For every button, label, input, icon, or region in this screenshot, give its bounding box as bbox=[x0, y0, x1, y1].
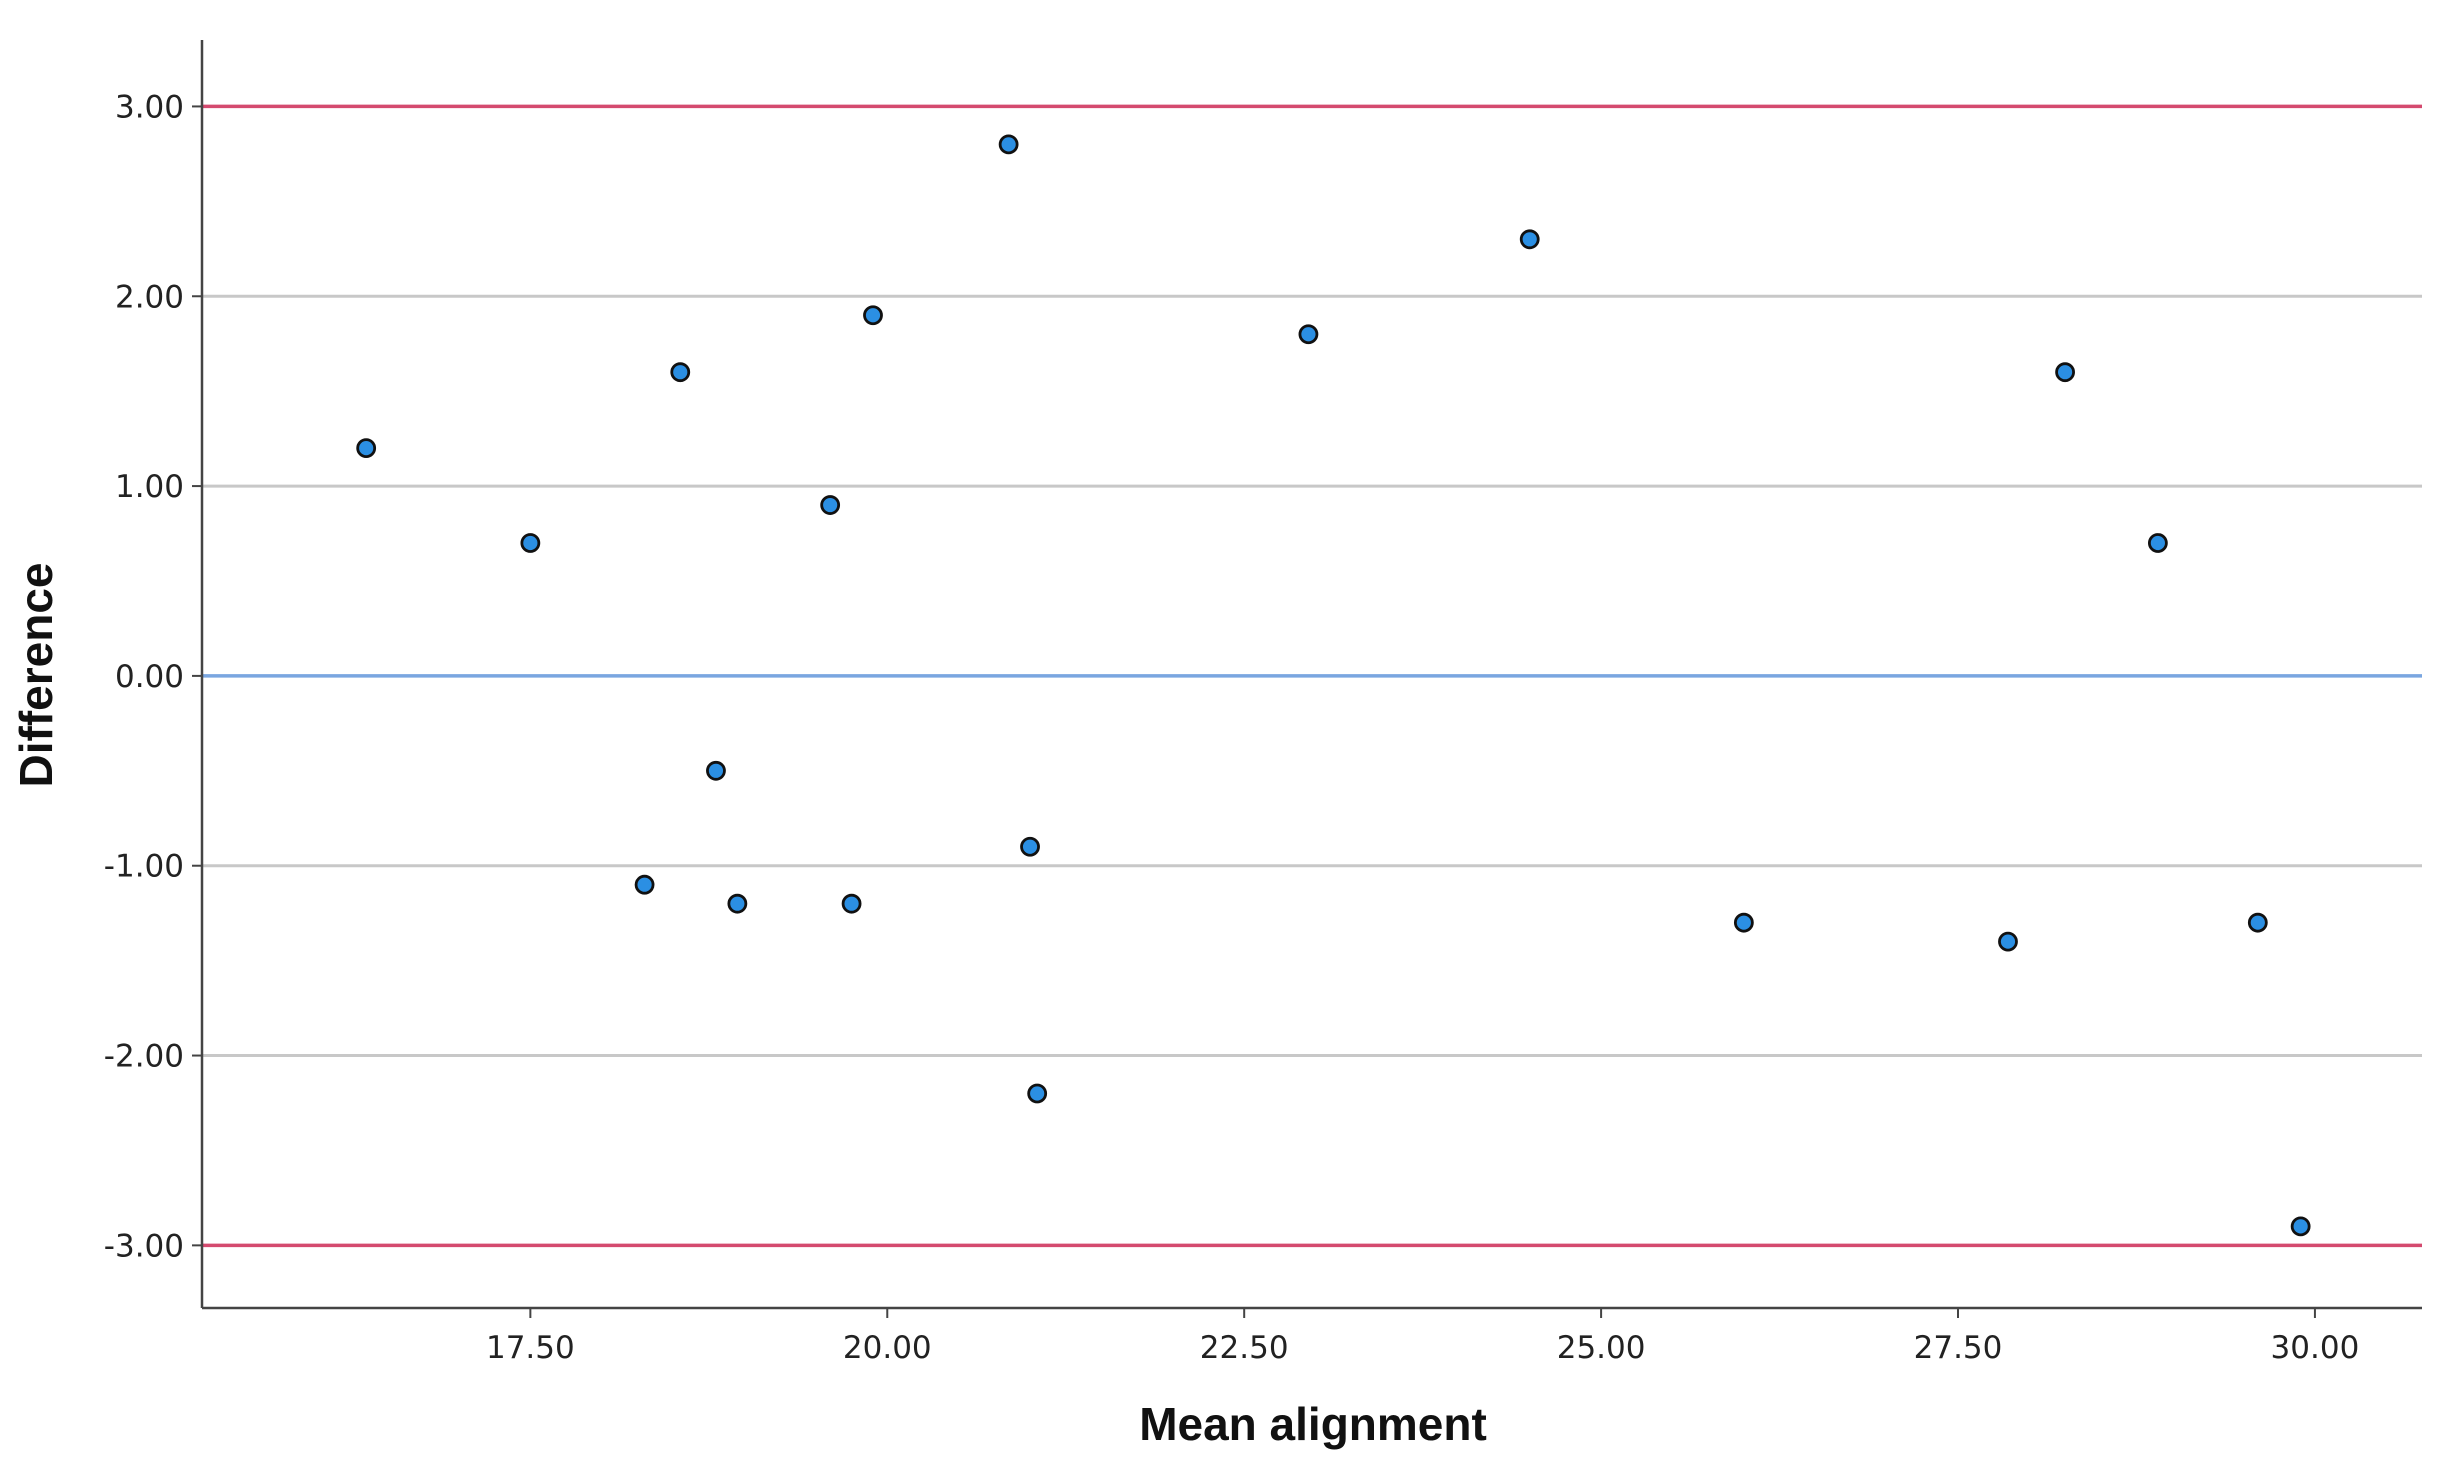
data-point bbox=[841, 893, 862, 914]
data-point bbox=[520, 533, 541, 553]
x-tick-label: 20.00 bbox=[843, 1330, 932, 1366]
x-tick-labels: 17.50 20.00 22.50 25.00 27.50 30.00 bbox=[486, 1330, 2359, 1366]
y-axis-title: Difference bbox=[10, 563, 62, 788]
data-point bbox=[634, 874, 655, 895]
x-tick-label: 30.00 bbox=[2271, 1330, 2360, 1366]
data-point bbox=[2247, 912, 2268, 933]
data-point bbox=[2055, 362, 2075, 383]
data-point bbox=[1027, 1083, 1048, 1104]
x-tick-label: 25.00 bbox=[1557, 1330, 1646, 1366]
y-tick-label: 0.00 bbox=[115, 659, 184, 695]
data-point bbox=[998, 134, 1019, 155]
y-tick-labels: 3.00 2.00 1.00 0.00 -1.00 -2.00 -3.00 bbox=[104, 89, 184, 1264]
gridlines bbox=[202, 294, 2422, 1058]
y-tick-label: 3.00 bbox=[115, 89, 184, 125]
data-point bbox=[2290, 1216, 2311, 1237]
data-point bbox=[706, 760, 726, 781]
x-axis-title: Mean alignment bbox=[1139, 1398, 1487, 1450]
x-tick-label: 27.50 bbox=[1914, 1330, 2003, 1366]
data-point bbox=[820, 495, 841, 515]
data-point bbox=[727, 893, 748, 914]
data-point bbox=[1020, 836, 1040, 857]
data-point bbox=[1519, 229, 1540, 250]
data-point bbox=[1998, 931, 2018, 952]
y-tick-label: 2.00 bbox=[115, 279, 184, 315]
data-point bbox=[863, 305, 883, 326]
x-tick-label: 22.50 bbox=[1200, 1330, 1289, 1366]
reference-lines bbox=[202, 104, 2422, 1248]
y-tick-label: 1.00 bbox=[115, 469, 184, 505]
data-point bbox=[1733, 912, 1754, 933]
y-tick-label: -1.00 bbox=[104, 849, 184, 885]
data-point bbox=[356, 438, 377, 459]
data-points bbox=[356, 134, 2311, 1237]
x-tick-label: 17.50 bbox=[486, 1330, 575, 1366]
data-point bbox=[670, 362, 691, 383]
data-point bbox=[1298, 324, 1319, 345]
y-tick-label: -3.00 bbox=[104, 1228, 184, 1264]
y-tick-label: -2.00 bbox=[104, 1039, 184, 1075]
data-point bbox=[2147, 533, 2168, 553]
axes bbox=[192, 40, 2422, 1318]
